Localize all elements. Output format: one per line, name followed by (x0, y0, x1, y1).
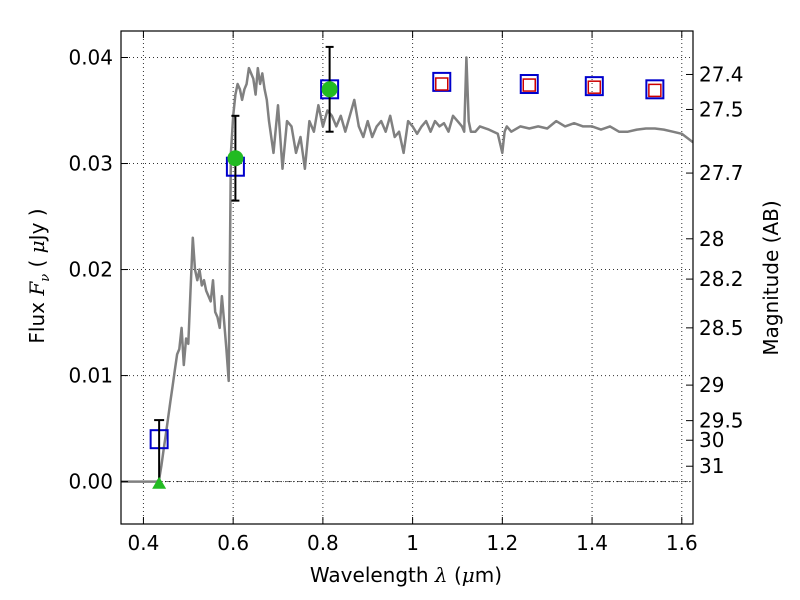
model-square-marker (432, 71, 452, 92)
y2-tick-label: 28.2 (699, 267, 744, 291)
x-tick-label: 1 (406, 531, 419, 555)
y2-tick-label: 31 (699, 454, 724, 478)
x-tick-label: 0.4 (128, 531, 160, 555)
y-tick-label: 0.00 (68, 470, 113, 494)
y2-tick-label: 27.5 (699, 97, 744, 121)
y2-tick-label: 28 (699, 227, 724, 251)
y2-tick-label: 28.5 (699, 316, 744, 340)
predicted-square-marker (522, 78, 537, 92)
y-tick-label: 0.02 (68, 258, 113, 282)
y2-tick-label: 27.7 (699, 161, 744, 185)
model-spectrum-line (121, 56, 693, 483)
grid-lines (121, 31, 693, 524)
predicted-square-marker (648, 83, 662, 98)
x-tick-label: 0.6 (217, 531, 249, 555)
model-square-marker (519, 74, 539, 95)
y2-tick-label: 29.5 (699, 409, 744, 433)
y2-tick-label: 27.4 (699, 62, 744, 86)
x-tick-label: 0.8 (307, 531, 339, 555)
observed-point (227, 150, 244, 167)
axes: 0.4 0.6 0.8 1 1.2 1.4 1.6 0.00 0.01 0.02 0.03 0.04 2… (68, 30, 744, 555)
observed-point (321, 81, 338, 98)
model-square-marker (645, 79, 665, 100)
predicted-square-marker (435, 77, 449, 91)
x-axis-label: Wavelength λ (μm) (310, 563, 502, 587)
y2-tick-label: 29 (699, 373, 724, 397)
y2-axis-label: Magnitude (AB) (759, 200, 783, 355)
x-tick-label: 1.2 (486, 531, 518, 555)
plot-area (121, 45, 693, 489)
y-tick-label: 0.01 (68, 364, 113, 388)
y-tick-label: 0.03 (68, 152, 113, 176)
x-tick-label: 1.4 (576, 531, 608, 555)
predicted-square-marker (587, 80, 602, 94)
series-group (121, 45, 693, 489)
y2-tick-label: 30 (699, 428, 724, 452)
x-tick-label: 1.6 (666, 531, 698, 555)
y-tick-label: 0.04 (68, 46, 113, 70)
axes-frame (120, 30, 694, 525)
upper-limit-triangle (152, 476, 167, 489)
y-axis-label: Flux Fν ( μJy ) (25, 208, 53, 343)
model-square-marker (584, 76, 604, 97)
axis-labels: Wavelength λ (μm) Flux Fν ( μJy ) Magnit… (25, 200, 783, 587)
